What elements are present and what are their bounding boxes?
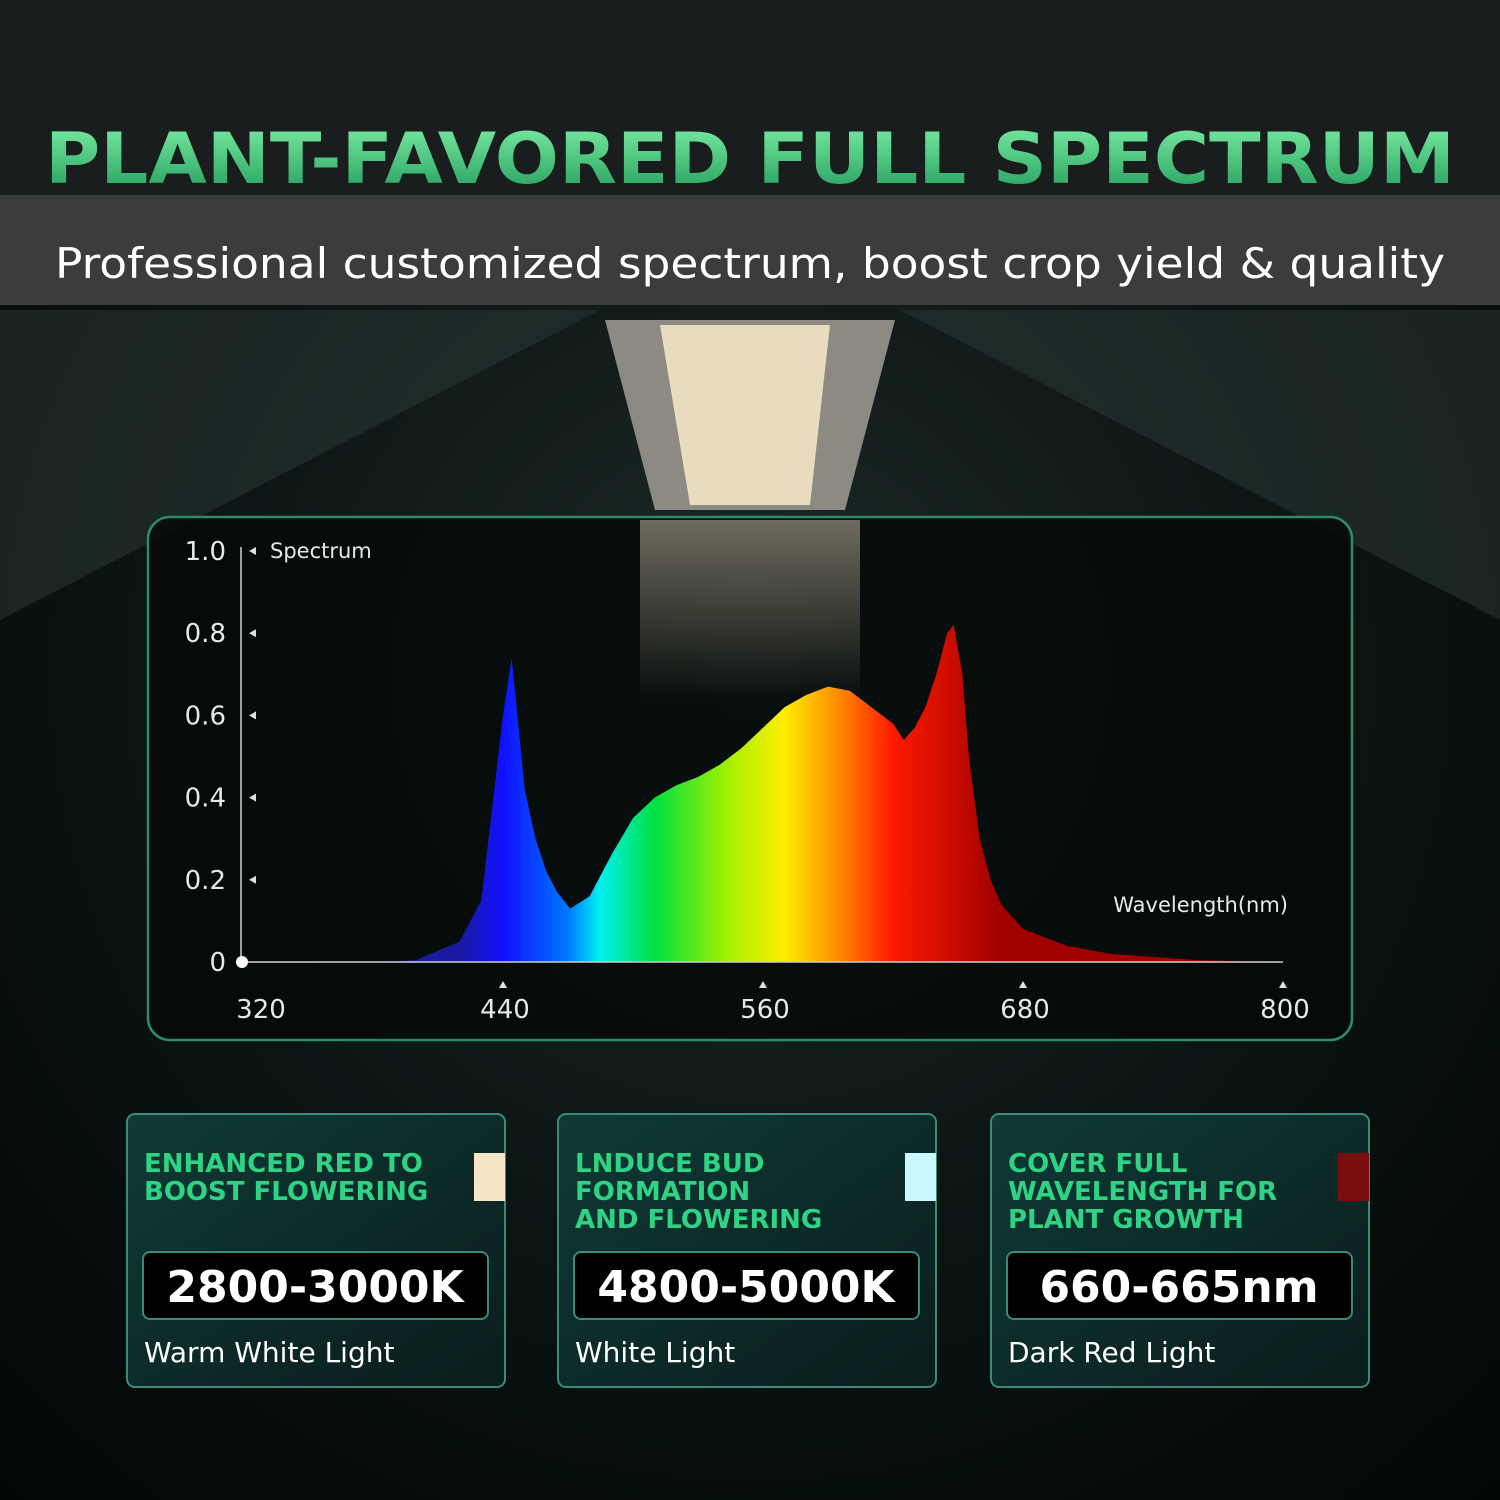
y-tick-mark [249,793,256,802]
origin-dot [236,956,248,968]
card-heading: BOOST FLOWERING [144,1177,428,1207]
card-caption: Warm White Light [144,1336,394,1369]
card-caption: White Light [575,1336,735,1369]
card-value: 660-665nm [1039,1262,1318,1313]
spectrum-area [373,624,1283,962]
subtitle: Professional customized spectrum, boost … [55,239,1445,288]
y-tick-label: 1.0 [185,537,226,567]
card-heading: WAVELENGTH FOR [1008,1177,1277,1207]
y-axis-label: Spectrum [270,539,372,563]
y-tick-label: 0 [209,948,226,978]
color-swatch [905,1153,936,1201]
color-swatch [1338,1153,1369,1201]
card-caption: Dark Red Light [1008,1336,1215,1369]
y-tick-label: 0.6 [185,701,226,731]
x-tick-label: 440 [480,995,530,1025]
value-box [573,1251,920,1320]
card-heading: LNDUCE BUD [575,1149,764,1179]
card-heading: PLANT GROWTH [1008,1205,1244,1235]
y-tick-mark [249,875,256,884]
x-tick-label: 560 [740,995,790,1025]
card-heading: COVER FULL [1008,1149,1187,1179]
y-tick-label: 0.2 [185,866,226,896]
led-panel [660,325,830,505]
x-tick-label: 320 [236,995,286,1025]
value-box [142,1251,489,1320]
x-tick-mark [759,981,767,988]
x-tick-mark [1019,981,1027,988]
card-value: 4800-5000K [597,1262,896,1313]
y-tick-label: 0.4 [185,784,226,814]
y-tick-label: 0.8 [185,619,226,649]
y-tick-mark [249,547,256,555]
x-tick-label: 800 [1260,995,1310,1025]
chart: 0 0.2 0.4 0.6 0.8 1.0 320 440 560 680 800 Spectrum W… [185,537,1310,1025]
x-tick-label: 680 [1000,995,1050,1025]
y-tick-mark [249,711,256,720]
y-tick-mark [249,629,256,638]
card-heading: AND FLOWERING [575,1205,822,1235]
x-axis-label: Wavelength(nm) [1113,893,1288,917]
card-value: 2800-3000K [166,1262,465,1313]
value-box [1006,1251,1353,1320]
light-beam [640,520,860,700]
x-tick-mark [1279,981,1287,988]
title: PLANT-FAVORED FULL SPECTRUM [45,118,1455,200]
x-tick-mark [499,981,507,988]
top-bar-lower [0,195,1500,305]
card-heading: ENHANCED RED TO [144,1149,423,1179]
color-swatch [474,1153,505,1201]
card-heading: FORMATION [575,1177,750,1207]
